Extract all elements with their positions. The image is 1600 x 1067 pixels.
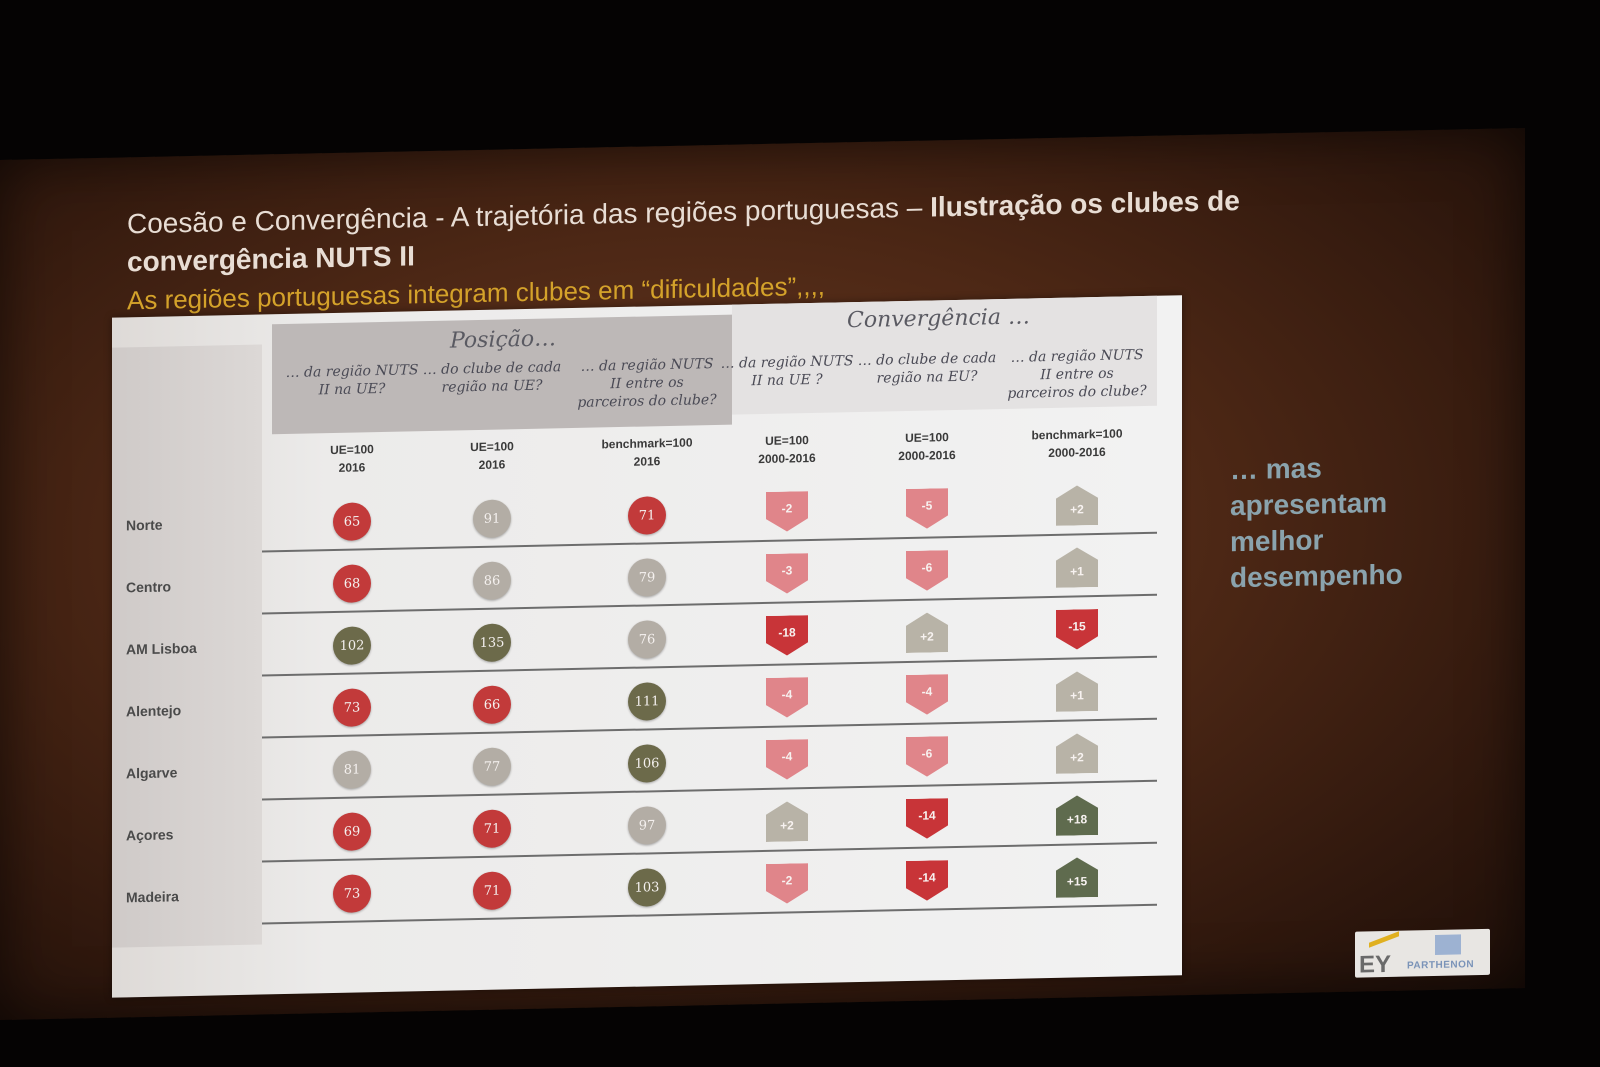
- convergence-down-badge: -2: [766, 491, 808, 532]
- row-label: Algarve: [126, 764, 178, 782]
- column-header: … da região NUTS II na UE?: [285, 362, 419, 399]
- convergence-up-badge: +15: [1056, 857, 1098, 898]
- column-header: … da região NUTS II entre os parceiros d…: [577, 356, 717, 411]
- position-circle: 102: [333, 626, 371, 666]
- row-divider: [262, 531, 1157, 553]
- convergence-down-badge: -2: [766, 863, 808, 904]
- column-unit: UE=100 2016: [422, 436, 562, 475]
- column-unit-period: 2016: [633, 454, 661, 469]
- slide-title-regular: Coesão e Convergência - A trajetória das…: [127, 191, 931, 240]
- convergence-down-badge: -4: [766, 677, 808, 718]
- convergence-up-badge: +1: [1056, 671, 1098, 712]
- position-circle: 79: [628, 558, 666, 597]
- row-divider: [262, 717, 1157, 739]
- ey-logo-bar-icon: [1369, 931, 1399, 948]
- row-label: AM Lisboa: [126, 639, 197, 658]
- column-header: … do clube de cada região na EU?: [857, 350, 997, 387]
- parthenon-temple-icon: [1435, 934, 1461, 955]
- convergence-down-badge: -6: [906, 736, 948, 777]
- slide-title: Coesão e Convergência - A trajetória das…: [127, 179, 1367, 281]
- side-note: … mas apresentam melhor desempenho: [1230, 452, 1403, 594]
- ey-parthenon-logo: EY PARTHENON: [1355, 928, 1490, 978]
- convergence-up-badge: +2: [906, 612, 948, 653]
- row-label: Norte: [126, 516, 163, 534]
- convergence-down-badge: -15: [1056, 609, 1098, 650]
- convergence-down-badge: -5: [906, 488, 948, 529]
- row-divider: [262, 903, 1157, 925]
- row-divider: [262, 655, 1157, 677]
- convergence-up-badge: +1: [1056, 547, 1098, 588]
- group-title-posicao: Posição…: [450, 326, 557, 354]
- convergence-down-badge: -4: [766, 739, 808, 780]
- column-unit-period: 2000-2016: [1048, 444, 1106, 461]
- position-circle: 103: [628, 868, 666, 907]
- position-circle: 65: [333, 502, 371, 542]
- convergence-down-badge: -6: [906, 550, 948, 591]
- parthenon-logo-text: PARTHENON: [1407, 959, 1475, 972]
- position-circle: 111: [628, 682, 666, 721]
- convergence-up-badge: +18: [1056, 795, 1098, 836]
- column-unit: benchmark=100 2000-2016: [1007, 424, 1147, 463]
- position-circle: 97: [628, 806, 666, 845]
- position-circle: 73: [333, 688, 371, 728]
- column-header: … da região NUTS II na UE ?: [720, 353, 854, 390]
- column-unit: benchmark=100 2016: [577, 433, 717, 472]
- convergence-down-badge: -18: [766, 615, 808, 656]
- position-circle: 77: [473, 747, 511, 787]
- column-unit-period: 2016: [338, 460, 366, 475]
- column-unit-period: 2000-2016: [898, 447, 956, 464]
- convergence-table: Posição… Convergência … … da região NUTS…: [112, 295, 1182, 998]
- column-unit: UE=100 2000-2016: [857, 427, 997, 466]
- column-unit: UE=100 2016: [282, 439, 422, 478]
- convergence-up-badge: +2: [766, 801, 808, 842]
- position-circle: 69: [333, 812, 371, 852]
- position-circle: 106: [628, 744, 666, 783]
- position-circle: 68: [333, 564, 371, 604]
- convergence-down-badge: -4: [906, 674, 948, 715]
- convergence-down-badge: -3: [766, 553, 808, 594]
- ey-logo-text: EY: [1359, 950, 1392, 978]
- position-circle: 91: [473, 499, 511, 539]
- position-circle: 66: [473, 685, 511, 725]
- row-divider: [262, 841, 1157, 863]
- position-circle: 71: [628, 496, 666, 535]
- projection-screen: Coesão e Convergência - A trajetória das…: [0, 128, 1525, 1021]
- row-divider: [262, 779, 1157, 801]
- column-unit-period: 2000-2016: [758, 450, 816, 467]
- position-circle: 71: [473, 809, 511, 849]
- position-circle: 71: [473, 871, 511, 911]
- row-label: Açores: [126, 826, 174, 844]
- convergence-up-badge: +2: [1056, 485, 1098, 526]
- column-unit-period: 2016: [478, 457, 506, 472]
- convergence-up-badge: +2: [1056, 733, 1098, 774]
- convergence-down-badge: -14: [906, 860, 948, 901]
- position-circle: 73: [333, 874, 371, 914]
- row-label: Alentejo: [126, 702, 182, 720]
- convergence-down-badge: -14: [906, 798, 948, 839]
- position-circle: 86: [473, 561, 511, 601]
- position-circle: 76: [628, 620, 666, 659]
- row-label: Centro: [126, 578, 172, 596]
- column-header: … da região NUTS II entre os parceiros d…: [1007, 347, 1147, 402]
- group-title-convergencia: Convergência …: [847, 304, 1030, 334]
- row-divider: [262, 593, 1157, 615]
- column-unit: UE=100 2000-2016: [717, 430, 857, 469]
- row-label: Madeira: [126, 888, 179, 906]
- position-circle: 135: [473, 623, 511, 663]
- column-header: … do clube de cada região na UE?: [422, 359, 562, 396]
- position-circle: 81: [333, 750, 371, 790]
